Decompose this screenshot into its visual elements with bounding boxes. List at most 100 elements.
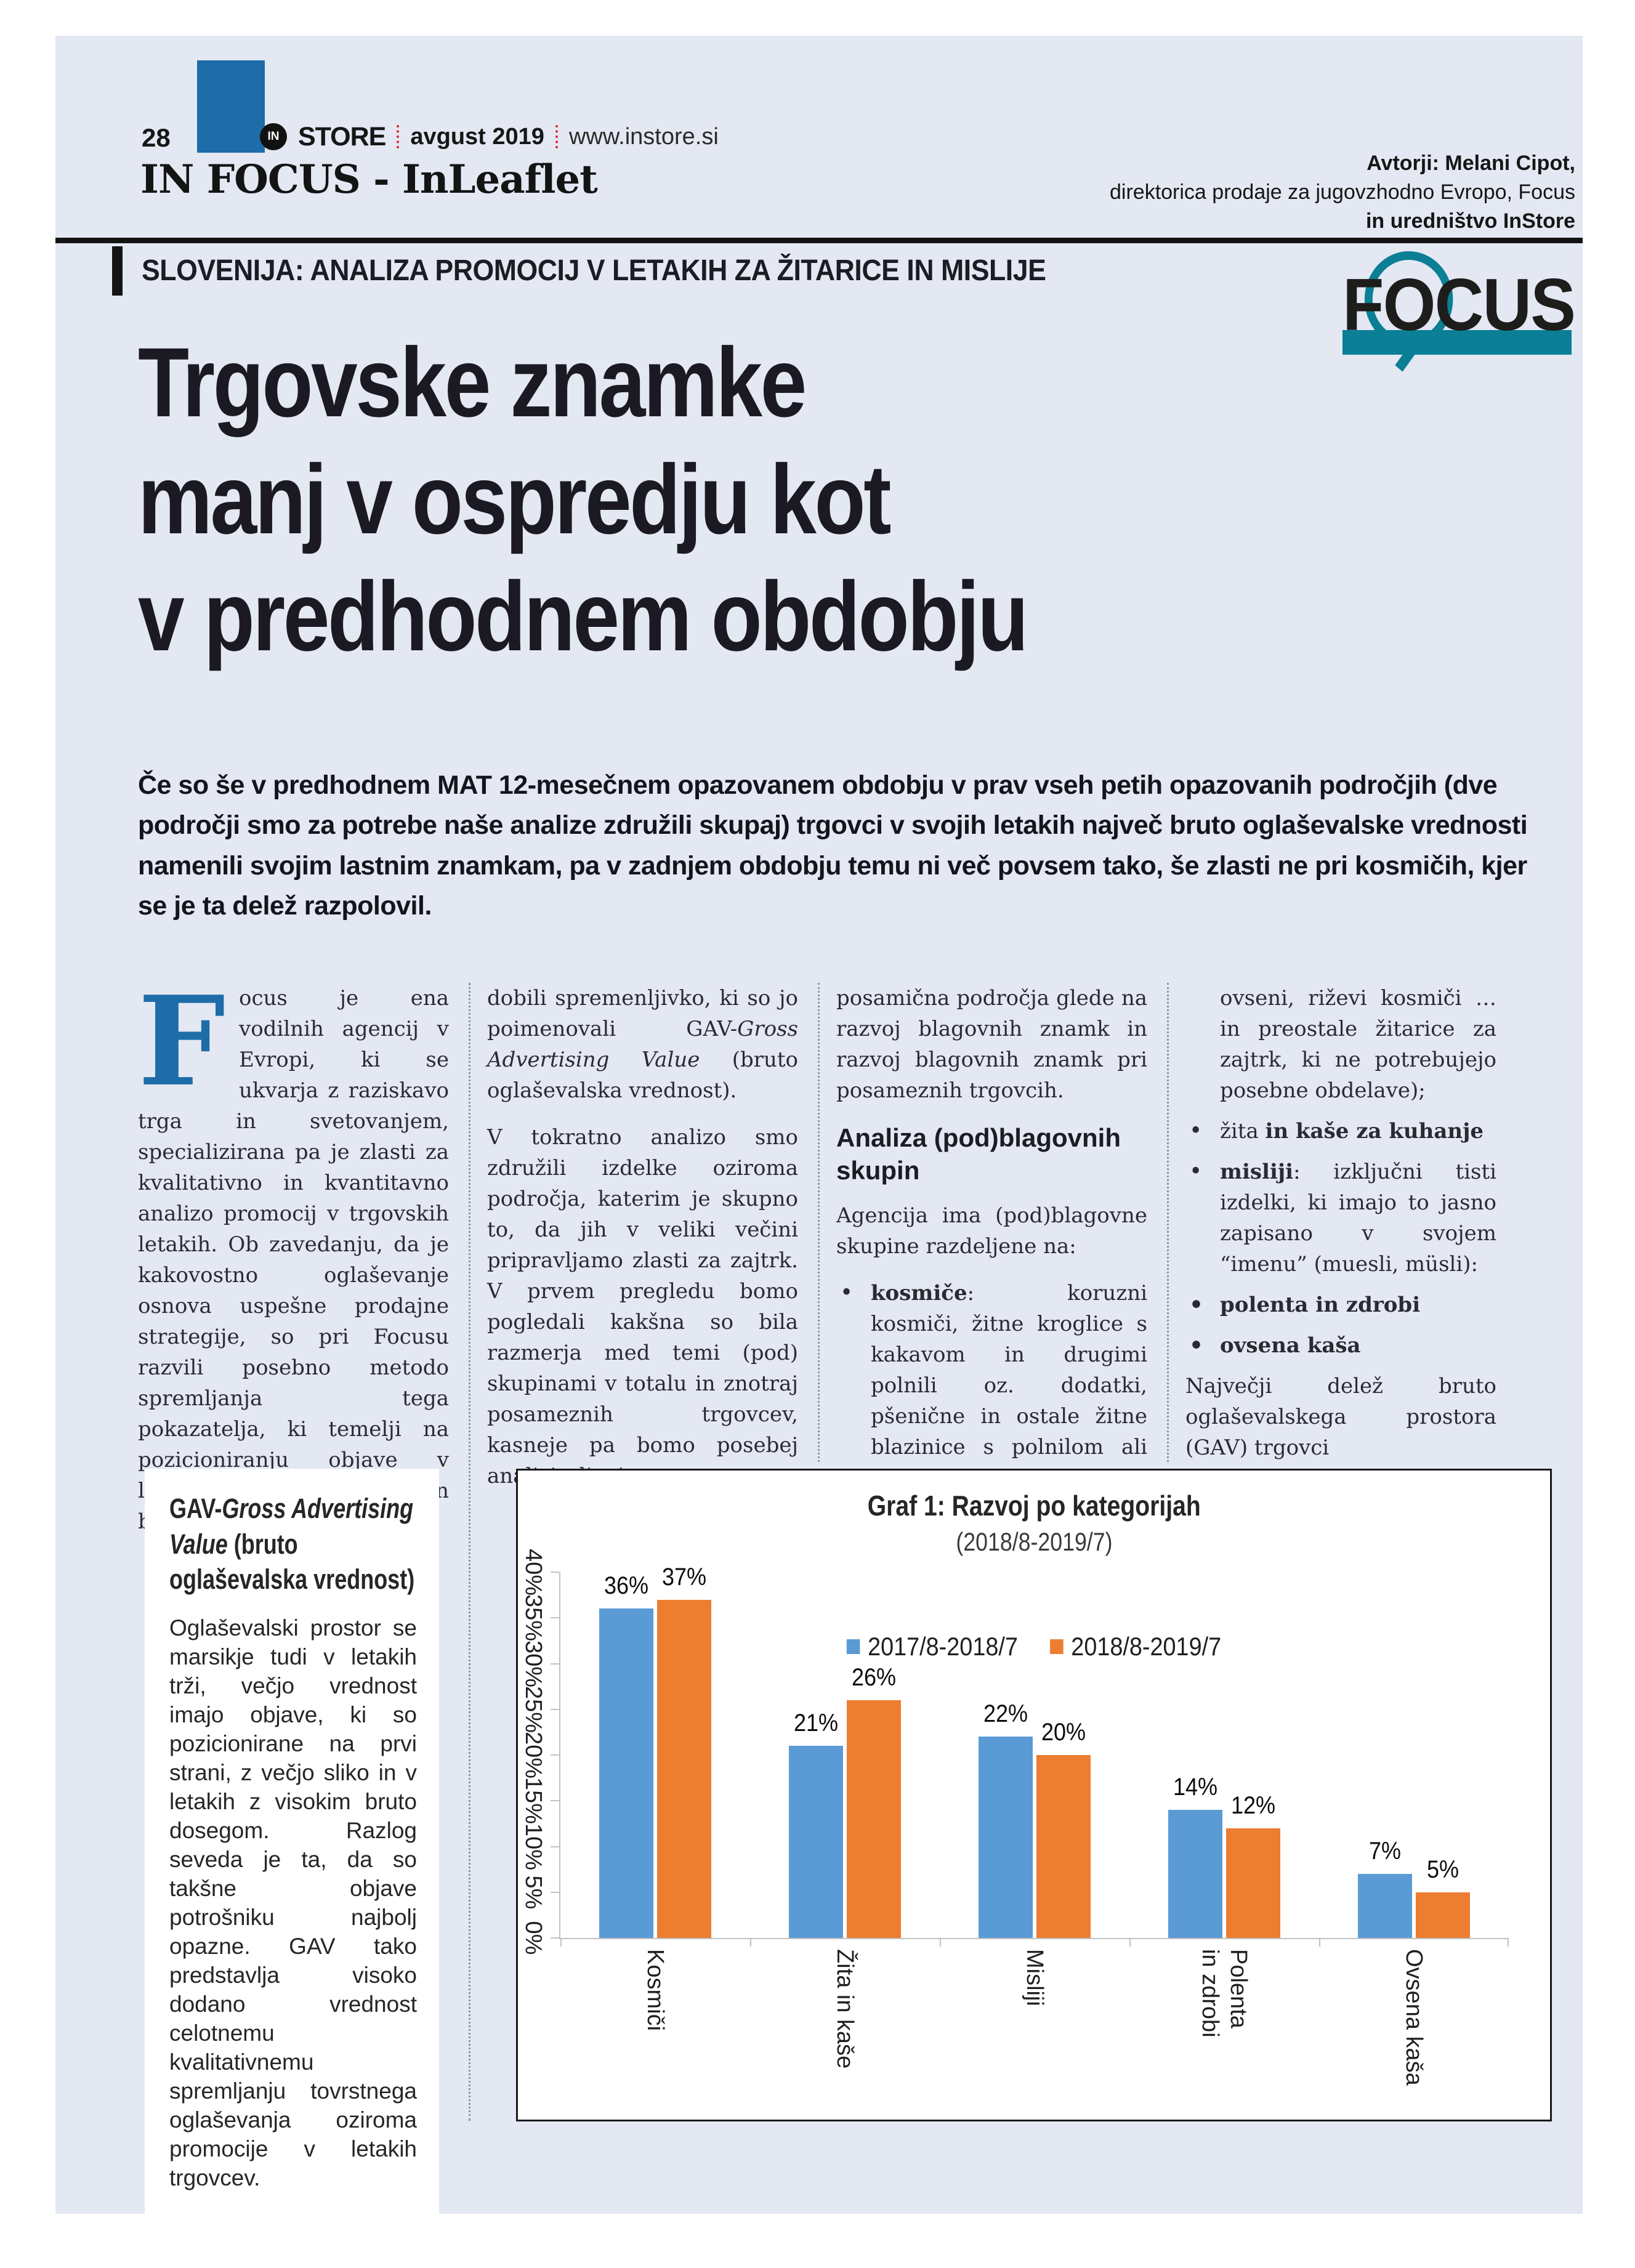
chart-legend: 2017/8-2018/7 2018/8-2019/7 [570,1632,1498,1661]
masthead-store: STORE [298,121,386,151]
x-axis-label: Ovsena kaša [1319,1949,1509,2086]
chart-title: Graf 1: Razvoj po kategorijah [867,1490,1201,1522]
bar-value-label: 7% [1368,1838,1402,1865]
kicker-bar [112,246,123,296]
bar-value-label: 12% [1230,1791,1276,1819]
lead-paragraph: Če so še v predhodnem MAT 12-mesečnem op… [138,770,1528,921]
x-axis-label-text: Misliji [1022,1949,1048,2006]
bar-value-label: 22% [983,1700,1028,1728]
bar-2018/8-2019/7 [1036,1755,1091,1938]
bar-value-label: 5% [1426,1855,1459,1883]
y-axis-label: 10% [520,1823,546,1870]
focus-letter-o: O [1364,251,1453,372]
body-column-2: dobili spremenljivko, ki so jo poimenova… [487,983,798,1507]
y-axis-tick [551,1846,559,1847]
x-axis-label-text: Polenta in zdrobi [1197,1949,1251,2038]
website-url[interactable]: www.instore.si [568,123,719,150]
bar-value-label: 21% [793,1709,839,1737]
chart: Graf 1: Razvoj po kategorijah (2018/8-20… [516,1469,1552,2121]
gav-box-body: Oglaševalski prostor se marsikje tudi v … [169,1615,417,2190]
bar-value-label: 37% [661,1563,707,1591]
gav-box-title: GAV-Gross Advertising Value (bruto oglaš… [169,1493,415,1596]
y-axis-tick [551,1891,559,1893]
bullet-item: ovsena kaša [1185,1330,1496,1361]
headline: Trgovske znamke manj v ospredju kot v pr… [138,324,1184,675]
y-axis-label: 5% [520,1875,546,1910]
x-axis-tick [940,1938,941,1947]
y-axis-tick [551,1617,559,1619]
authors-block: Avtorji: Melani Cipot, direktorica proda… [1110,149,1575,236]
y-axis-tick [551,1800,559,1802]
chart-plot-area: 0% 5% 10% 15% 20% 25% 30% 35% 40% 36% 37% Kosmiči 21… [520,1549,1509,2086]
bullet-continuation: ovseni, riževi kosmiči … in preostale ži… [1220,986,1496,1103]
bar-2017/8-2018/7 [1358,1874,1412,1938]
legend-label: 2017/8-2018/7 [868,1632,1018,1661]
headline-line: manj v ospredju kot [138,444,891,554]
y-axis-tick [551,1708,559,1710]
bullet-item: polenta in zdrobi [1185,1289,1496,1320]
authors-line: direktorica prodaje za jugovzhodno Evrop… [1110,180,1575,204]
y-axis-tick [551,1754,559,1756]
y-axis-label: 25% [520,1685,546,1733]
bar-2018/8-2019/7 [847,1700,901,1938]
x-axis-label: Kosmiči [560,1949,750,2031]
bar-2017/8-2018/7 [979,1737,1033,1938]
x-axis-label: Polenta in zdrobi [1129,1949,1319,2038]
body-paragraph: dobili spremenljivko, ki so jo poimenova… [487,986,799,1103]
bar-2018/8-2019/7 [1226,1828,1280,1938]
bullet-item: žita in kaše za kuhanje [1185,1116,1496,1147]
masthead: STORE avgust 2019 www.instore.si [298,122,719,151]
bar-2017/8-2018/7 [1168,1810,1222,1938]
x-axis-tick [1508,1938,1509,1947]
bullet-item: misliji: izključni tisti izdelki, ki ima… [1185,1156,1496,1280]
sub-heading: Analiza (pod)blagovnih skupin [836,1123,1121,1185]
bar-2017/8-2018/7 [599,1608,653,1938]
body-paragraph: Agencija ima (pod)blagovne skupine razde… [836,1203,1147,1259]
y-axis-label: 30% [520,1640,546,1687]
body-column-4: ovseni, riževi kosmiči … in preostale ži… [1185,983,1496,1479]
gav-definition-box: GAV-Gross Advertising Value (bruto oglaš… [145,1469,439,2217]
x-axis-label-text: Ovsena kaša [1401,1949,1427,2086]
body-paragraph: V tokratno analizo smo združili izdelke … [487,1125,798,1488]
y-axis-tick [551,1663,559,1665]
headline-line: v predhodnem obdobju [138,561,1028,671]
legend-label: 2018/8-2019/7 [1071,1632,1222,1661]
x-axis-tick [750,1938,751,1947]
focus-logo-text: F O CUS [1342,251,1576,372]
in-circle-icon: IN [260,123,287,150]
y-axis-label: 20% [520,1731,546,1779]
kicker: SLOVENIJA: ANALIZA PROMOCIJ V LETAKIH ZA… [142,254,1046,287]
x-axis-label: Misliji [940,1949,1129,2006]
legend-swatch-icon [846,1639,860,1654]
x-axis-tick [1129,1938,1131,1947]
x-axis-label: Žita in kaše [750,1949,940,2068]
x-axis-label-text: Kosmiči [642,1949,668,2032]
column-divider [818,983,820,1462]
y-axis-label: 40% [520,1548,546,1596]
y-axis-label: 35% [520,1594,546,1642]
legend-item: 2017/8-2018/7 [846,1632,1018,1661]
section-title: IN FOCUS - InLeaflet [140,156,598,203]
dotted-separator-icon [555,125,558,148]
bar-value-label: 14% [1173,1774,1218,1801]
headline-line: Trgovske znamke [138,327,807,437]
instore-logo-block [197,60,265,153]
body-paragraph: Največji delež bruto oglaševalskega pros… [1185,1374,1496,1460]
focus-letters: CUS [1434,264,1576,346]
bar-2018/8-2019/7 [657,1599,711,1938]
authors-line: Avtorji: Melani Cipot, [1367,151,1575,175]
bar-value-label: 26% [851,1663,897,1691]
body-paragraph: posamična področja glede na razvoj blago… [836,986,1147,1103]
header-rule [55,238,1583,243]
drop-cap: F [138,969,225,1114]
bar-value-label: 36% [604,1572,649,1600]
column-divider [1167,983,1169,1462]
column-divider [469,983,470,2121]
y-axis-tick [551,1937,559,1939]
x-axis-tick [560,1938,562,1947]
y-axis-label: 0% [520,1921,546,1955]
y-axis-tick [551,1572,559,1573]
magazine-page: 28 IN STORE avgust 2019 www.instore.si I… [55,36,1583,2217]
page-number: 28 [142,123,171,152]
